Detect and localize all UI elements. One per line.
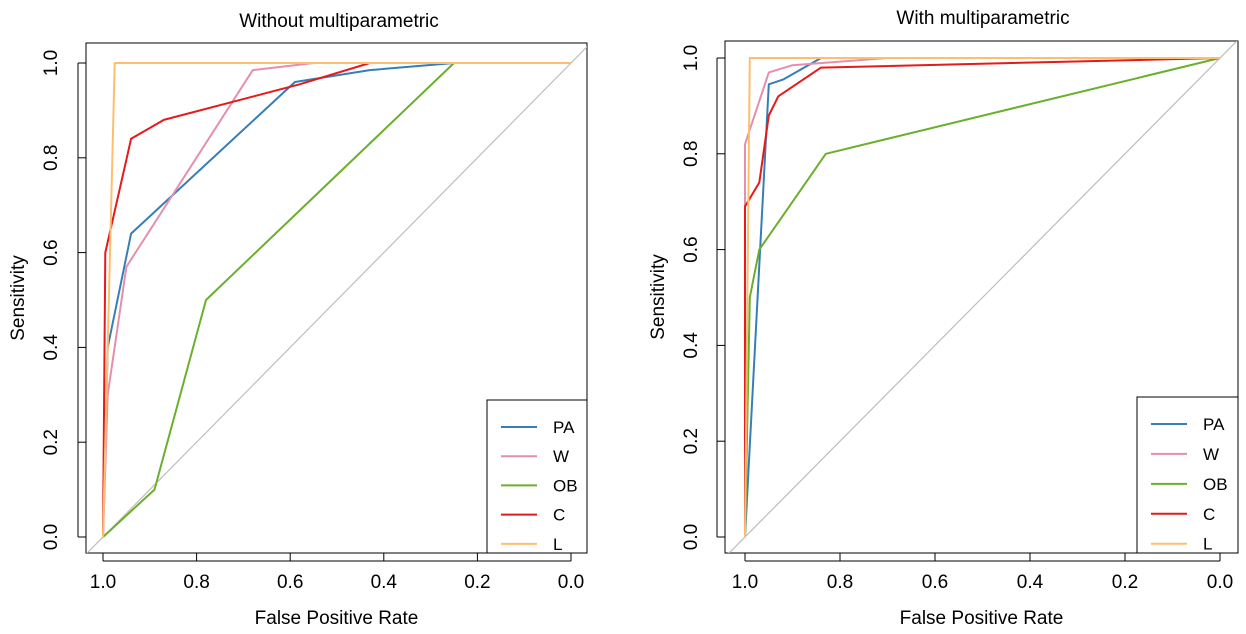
x-axis-label: False Positive Rate [900,608,1064,629]
legend-label-l: L [553,535,562,554]
chart-panel-1: Without multiparametric 1.0 0.8 0.6 0.4 0.2 0.… [8,11,588,629]
y-tick-label: 0.0 [681,524,702,550]
roc-line-ob [744,57,1221,538]
legend: PA W OB CL [1136,396,1239,554]
y-tick-label: 0.4 [681,332,702,359]
y-tick-label: 0.2 [41,429,62,455]
y-tick-label: 0.2 [681,428,702,454]
legend-label-c: C [553,506,565,525]
legend-label-ob: OB [1203,475,1228,494]
legend-label-ob: OB [553,476,578,495]
reference-diagonal [86,46,587,553]
plot-frame [85,42,588,554]
legend-label-pa: PA [553,418,575,437]
reference-diagonal [728,41,1238,553]
x-tick-label: 1.0 [90,572,116,593]
roc-line-l [102,62,571,538]
y-axis-label: Sensitivity [8,255,29,341]
x-tick-label: 0.6 [922,572,948,593]
plot-area [86,46,587,553]
chart-panel-2: With multiparametric 1.0 0.8 0.6 0.4 0.2 0.0 0.… [648,8,1239,629]
legend-label-l: L [1203,535,1212,554]
y-tick-label: 0.8 [41,145,62,171]
y-tick-label: 0.4 [41,334,62,361]
x-tick-label: 0.0 [1207,572,1233,593]
x-tick-label: 0.4 [371,572,398,593]
plot-frame [724,40,1239,554]
y-tick-label: 0.6 [681,236,702,262]
y-tick-label: 1.0 [681,45,702,71]
x-tick-label: 0.8 [183,572,209,593]
y-tick-label: 0.6 [41,239,62,265]
y-tick-label: 0.0 [41,524,62,550]
x-axis-label: False Positive Rate [255,608,419,629]
chart-title: Without multiparametric [239,11,439,32]
x-tick-label: 0.2 [464,572,490,593]
plot-area [728,41,1238,553]
y-tick-label: 1.0 [41,50,62,76]
legend: PA W OB CL [486,399,588,554]
x-tick-label: 0.2 [1112,572,1138,593]
x-tick-label: 0.8 [827,572,853,593]
legend-label-pa: PA [1203,415,1225,434]
legend-label-w: W [553,447,569,466]
y-tick-label: 0.8 [681,141,702,167]
roc-line-l [744,57,1220,538]
x-tick-label: 0.6 [277,572,303,593]
legend-box [486,399,588,554]
legend-label-c: C [1203,505,1215,524]
roc-line-c [744,57,1221,537]
x-tick-label: 1.0 [732,572,758,593]
y-axis-label: Sensitivity [648,254,669,340]
legend-label-w: W [1203,445,1219,464]
x-tick-label: 0.0 [558,572,584,593]
x-tick-label: 0.4 [1017,572,1044,593]
chart-title: With multiparametric [896,8,1069,29]
